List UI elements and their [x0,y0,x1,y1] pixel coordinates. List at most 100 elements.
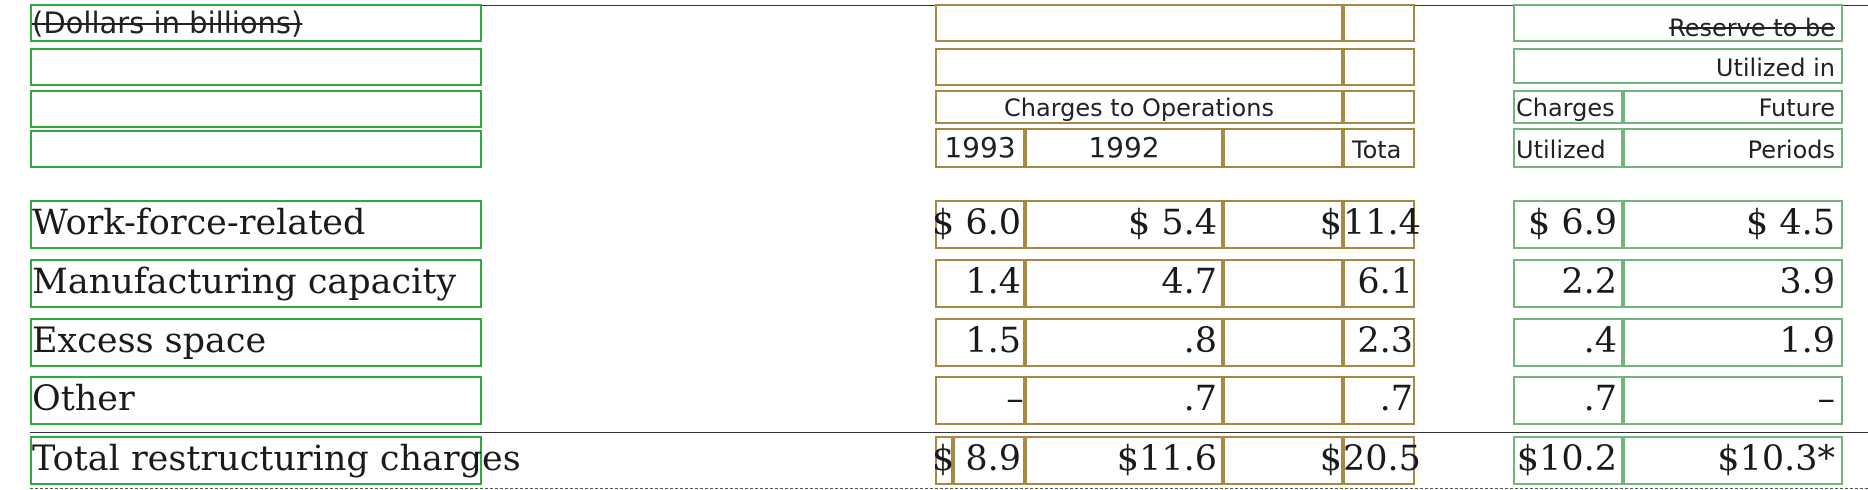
header-reserve-1: Reserve to be [1669,14,1835,42]
util-row5b [1623,436,1843,485]
cell-utilized-2: .4 [1583,321,1617,361]
table-caption: (Dollars in billions) [32,6,303,40]
cell-1992-0: $ 5.4 [1127,203,1217,243]
row-label-0: Work-force-related [32,203,366,243]
ops-total-row2 [1343,259,1415,308]
ops-total-r0 [1343,4,1415,42]
cell-1992-1: 4.7 [1161,262,1217,302]
label-cell-row1 [30,200,482,249]
ops-blank-row3 [1223,318,1343,367]
util-row4a [1513,376,1623,425]
label-cell-2 [30,48,482,86]
ops-1993-row1 [935,200,1025,249]
ops-total-row4 [1343,376,1415,425]
ops-1992-row1 [1025,200,1223,249]
ops-1992-row5 [1025,436,1223,485]
cell-reserve-3: – [1817,379,1836,419]
ops-blank-row1 [1223,200,1343,249]
util-header-r4b [1623,128,1843,168]
ops-total-r3 [1343,90,1415,124]
util-row3b [1623,318,1843,367]
ops-blank-row2 [1223,259,1343,308]
cell-total-1: 6.1 [1357,262,1413,302]
ops-blank-hdr [1223,128,1343,168]
util-header-top [1513,4,1843,42]
util-header-r3a [1513,90,1623,124]
label-cell-3 [30,90,482,128]
cell-1993-3: – [1006,379,1024,419]
util-header-r2 [1513,48,1843,84]
header-reserve-4: Periods [1747,136,1835,164]
cell-utilized-3: .7 [1583,379,1617,419]
label-cell-hdr [30,130,482,168]
ops-1992-hdr [1025,128,1223,168]
row-label-2: Excess space [32,321,267,361]
util-row1a [1513,200,1623,249]
util-row1b [1623,200,1843,249]
cell-total-3: .7 [1379,379,1413,419]
cell-1993-0: $ 6.0 [931,203,1021,243]
ops-1993-row3 [935,318,1025,367]
ops-sign-row5 [935,436,953,485]
cell-1993-1: 1.4 [965,262,1021,302]
cell-total-4: 20.5 [1343,439,1421,479]
row-label-1: Manufacturing capacity [32,262,457,302]
total-rule [30,432,1868,433]
ops-blank-row5 [1223,436,1343,485]
util-row3a [1513,318,1623,367]
header-reserve-3: Future [1758,94,1835,122]
cell-reserve-2: 1.9 [1779,321,1835,361]
header-1993: 1993 [944,131,1016,164]
cell-1992-2: .8 [1183,321,1217,361]
util-header-r3b [1623,90,1843,124]
cell-1992-4: $11.6 [1116,439,1217,479]
cell-1993-4: $ 8.9 [931,439,1021,479]
header-charges-1: Charges [1516,94,1615,122]
label-cell-row2 [30,259,482,308]
header-reserve-2: Utilized in [1715,54,1835,82]
util-row5a [1513,436,1623,485]
ops-1993-row2 [935,259,1025,308]
row-label-4: Total restructuring charges [32,439,521,479]
ops-total-r2 [1343,48,1415,86]
cell-utilized-1: 2.2 [1561,262,1617,302]
cell-total-sign-4: $ [1319,439,1342,479]
ops-1993-row4 [935,376,1025,425]
ops-1992-row3 [1025,318,1223,367]
label-cell-row3 [30,318,482,367]
label-cell-row4 [30,376,482,425]
ops-1992-row2 [1025,259,1223,308]
cell-1992-3: .7 [1183,379,1217,419]
label-cell-row5 [30,436,482,485]
ops-total-row5 [1343,436,1415,485]
ops-total-hdr [1343,128,1415,168]
util-row2a [1513,259,1623,308]
ops-cell-r0 [935,4,1343,42]
ops-cell-r3 [935,90,1343,124]
cell-total-sign-0: $ [1319,203,1342,243]
util-row2b [1623,259,1843,308]
cell-utilized-4: $10.2 [1516,439,1617,479]
cell-1993-2: 1.5 [965,321,1021,361]
cell-total-2: 2.3 [1357,321,1413,361]
header-1992: 1992 [1088,131,1160,164]
util-row4b [1623,376,1843,425]
row-label-3: Other [32,379,135,419]
cell-reserve-0: $ 4.5 [1745,203,1835,243]
ops-blank-row4 [1223,376,1343,425]
util-header-r4a [1513,128,1623,168]
cell-reserve-4: $10.3* [1717,439,1835,479]
bottom-rule [30,488,1868,489]
ops-1993-hdr [935,128,1025,168]
ops-total-row3 [1343,318,1415,367]
ops-1993-row5 [953,436,1025,485]
header-charges-2: Utilized [1516,136,1606,164]
cell-reserve-1: 3.9 [1779,262,1835,302]
header-charges-to-operations: Charges to Operations [1004,94,1274,122]
header-total: Tota [1352,136,1402,164]
cell-total-0: 11.4 [1343,203,1421,243]
ops-total-row1 [1343,200,1415,249]
ops-cell-r2 [935,48,1343,86]
label-cell-0 [30,4,482,42]
cell-utilized-0: $ 6.9 [1527,203,1617,243]
